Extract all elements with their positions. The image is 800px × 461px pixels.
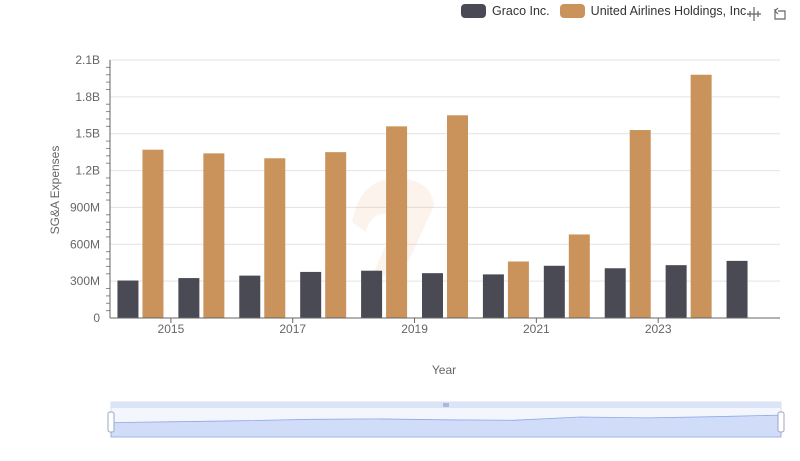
bar-united-2022 — [629, 130, 651, 318]
zoom-icon[interactable] — [746, 6, 762, 22]
bar-united-2017 — [325, 152, 347, 318]
bar-united-2023 — [690, 74, 712, 318]
y-tick-label: 600M — [70, 237, 100, 251]
bar-graco-2021 — [543, 265, 565, 318]
y-axis-label: SG&A Expenses — [48, 146, 62, 235]
bar-graco-2024 — [726, 260, 748, 318]
y-tick-label: 300M — [70, 274, 100, 288]
axes — [109, 60, 780, 323]
x-tick-label: 2021 — [523, 322, 550, 336]
y-minor-ticks — [106, 66, 110, 312]
legend-label: United Airlines Holdings, Inc. — [590, 4, 750, 18]
legend-item-graco[interactable]: Graco Inc. — [461, 4, 550, 18]
data-zoom-preview — [110, 414, 782, 438]
y-tick-label: 900M — [70, 200, 100, 214]
legend-swatch — [559, 4, 585, 18]
y-tick-label: 1.2B — [75, 164, 100, 178]
data-zoom-right-handle[interactable] — [777, 411, 785, 433]
bar-graco-2020 — [482, 274, 504, 318]
x-tick-label: 2023 — [645, 322, 672, 336]
y-tick-label: 2.1B — [75, 53, 100, 67]
y-tick-label: 0 — [93, 311, 100, 325]
bar-graco-2022 — [604, 268, 626, 318]
toolbox — [746, 6, 788, 22]
x-tick-labels: 2015 2017 2019 2021 2023 — [158, 322, 672, 336]
legend: Graco Inc. United Airlines Holdings, Inc… — [461, 4, 750, 18]
bar-united-2020 — [507, 261, 529, 318]
bar-united-2014 — [142, 149, 164, 318]
bar-graco-2016 — [239, 275, 261, 318]
bars — [117, 74, 748, 319]
bar-graco-2023 — [665, 265, 687, 318]
bar-united-2015 — [203, 153, 225, 318]
x-axis-label: Year — [432, 363, 456, 377]
data-zoom-grip-icon[interactable] — [443, 403, 449, 407]
restore-icon[interactable] — [772, 6, 788, 22]
y-tick-label: 1.8B — [75, 90, 100, 104]
x-tick-label: 2019 — [401, 322, 428, 336]
bar-united-2021 — [568, 234, 590, 318]
bar-united-2019 — [447, 115, 468, 319]
bar-graco-2017 — [300, 271, 322, 318]
bar-graco-2018 — [361, 270, 383, 318]
legend-item-united[interactable]: United Airlines Holdings, Inc. — [559, 4, 750, 18]
legend-swatch — [461, 4, 486, 18]
y-tick-labels: 0 300M 600M 900M 1.2B 1.5B 1.8B 2.1B — [70, 53, 100, 325]
data-zoom-left-handle[interactable] — [107, 411, 115, 433]
data-zoom-slider[interactable] — [107, 401, 785, 438]
x-tick-label: 2015 — [158, 322, 185, 336]
legend-label: Graco Inc. — [492, 4, 550, 18]
bar-graco-2019 — [422, 273, 443, 318]
bar-united-2016 — [264, 158, 286, 318]
bar-graco-2015 — [178, 278, 200, 318]
x-tick-label: 2017 — [279, 322, 306, 336]
y-tick-label: 1.5B — [75, 127, 100, 141]
bar-graco-2014 — [117, 280, 139, 318]
bar-united-2018 — [386, 126, 408, 318]
watermark-logo — [352, 178, 434, 277]
